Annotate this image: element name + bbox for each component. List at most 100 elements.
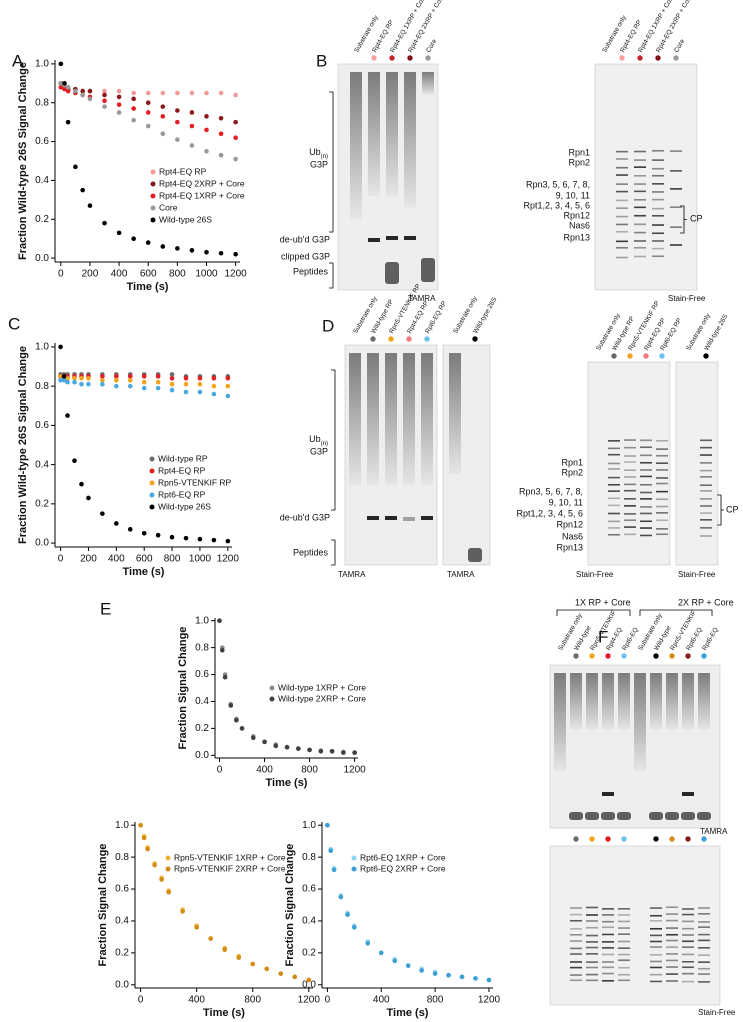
x-tick-label: 1200: [343, 765, 366, 776]
gel-band: [608, 497, 620, 500]
lane-dot: [673, 55, 679, 61]
gel-smear: [422, 72, 434, 95]
data-point: [204, 127, 209, 133]
gel-band: [586, 966, 598, 969]
y-tick-label: 0.6: [302, 884, 316, 895]
gel-band: [634, 247, 646, 249]
gel-band: [570, 961, 582, 963]
gel-band: [652, 183, 664, 185]
data-point: [114, 374, 119, 379]
data-point: [102, 220, 107, 226]
gel-band: [618, 927, 630, 929]
gel-band: [634, 231, 646, 234]
gel-band: [586, 973, 598, 976]
legend-marker: [269, 696, 275, 702]
gel-band: [602, 933, 614, 936]
legend-label: Wild-type RP: [158, 453, 208, 463]
data-point: [102, 104, 107, 109]
gel-band: [404, 236, 416, 240]
data-point: [86, 381, 91, 387]
gel-band: [602, 979, 614, 982]
y-tick-label: 0.6: [35, 420, 49, 431]
lane-dot: [637, 55, 643, 61]
data-point: [197, 536, 203, 542]
gel-band: [570, 966, 582, 969]
data-point: [197, 381, 203, 387]
gel-caption: Stain-Free: [698, 1008, 736, 1017]
data-point: [419, 968, 424, 973]
data-point: [61, 374, 67, 379]
lane-dot: [371, 55, 377, 61]
gel-smear: [570, 673, 582, 731]
data-point: [131, 96, 136, 102]
y-tick-label: 0.0: [195, 750, 209, 761]
gel-band: [616, 256, 628, 259]
data-point: [160, 104, 166, 109]
data-point: [102, 88, 107, 94]
data-point: [65, 84, 71, 90]
data-point: [220, 648, 225, 653]
lane-dot: [669, 836, 675, 842]
gel-band: [700, 476, 712, 478]
gel-band: [656, 490, 668, 493]
subunit-label: Rpt1,2, 3, 4, 5, 6: [516, 508, 583, 518]
data-point: [80, 187, 85, 193]
gel-band: [634, 199, 646, 201]
data-point: [222, 674, 228, 680]
data-point: [141, 530, 147, 536]
x-tick-label: 1000: [189, 554, 212, 565]
legend-label: Rpt4-EQ RP: [158, 465, 206, 475]
gel-band: [624, 513, 636, 515]
data-point: [114, 383, 119, 389]
annotation: CP: [690, 213, 703, 223]
gel-band: [682, 927, 694, 930]
gel-band: [586, 961, 598, 963]
gel-band: [640, 498, 652, 500]
data-point: [211, 391, 217, 397]
gel-band: [618, 947, 630, 949]
gel-band: [608, 533, 620, 536]
data-point: [225, 538, 231, 544]
data-point: [169, 534, 175, 540]
gel-smear: [349, 353, 361, 485]
gel-band: [586, 920, 598, 922]
gel-band: [650, 907, 662, 909]
data-point: [141, 379, 147, 385]
gel-band: [634, 223, 646, 226]
gel-band: [650, 973, 662, 976]
x-tick-label: 800: [169, 269, 186, 280]
data-point: [58, 84, 64, 90]
gel-band: [682, 980, 694, 983]
data-point: [58, 377, 63, 383]
data-point: [432, 971, 438, 976]
data-point: [250, 961, 256, 967]
data-point: [155, 374, 161, 379]
legend-label: Rpt6-EQ RP: [158, 489, 206, 499]
gel-band: [386, 236, 398, 240]
gel-band: [698, 961, 710, 963]
x-tick-label: 800: [164, 554, 181, 565]
gel-band: [602, 920, 614, 923]
gel-band: [570, 927, 582, 930]
gel-band: [656, 528, 668, 530]
data-point: [175, 137, 180, 142]
data-point: [131, 236, 136, 241]
gel-band: [624, 455, 636, 457]
gel-band: [634, 206, 646, 209]
legend-marker: [165, 866, 171, 872]
x-tick-label: 600: [136, 554, 153, 565]
lane-dot: [406, 336, 412, 342]
gel-band: [700, 462, 712, 464]
x-tick-label: 1000: [195, 269, 218, 280]
x-tick-label: 1200: [298, 995, 321, 1006]
gel-band: [700, 527, 712, 529]
gel-band: [700, 469, 712, 472]
gel-band: [624, 533, 636, 536]
gel-smear: [586, 673, 598, 731]
gel-band: [367, 516, 379, 520]
subunit-label: Nas6: [569, 220, 590, 230]
gel-band: [666, 933, 678, 936]
gel-band: [585, 812, 599, 820]
annotation: de-ub'd G3P: [280, 512, 330, 522]
gel-band: [640, 461, 652, 464]
